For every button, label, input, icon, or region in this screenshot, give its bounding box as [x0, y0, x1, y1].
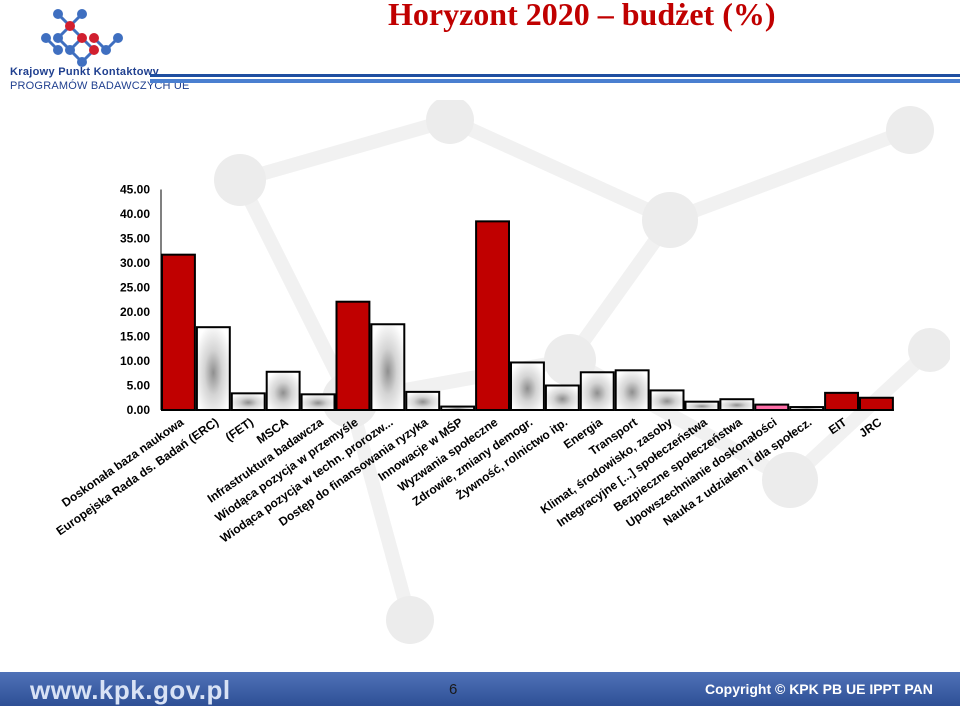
y-tick-label: 40.00	[120, 207, 150, 221]
y-tick-label: 20.00	[120, 305, 150, 319]
y-tick-label: 10.00	[120, 354, 150, 368]
molecule-network-icon	[41, 9, 123, 67]
footer-bar: www.kpk.gov.pl 6 Copyright © KPK PB UE I…	[0, 672, 960, 706]
bar	[859, 396, 894, 411]
bar	[684, 400, 720, 412]
page-number: 6	[449, 681, 458, 698]
bar	[195, 326, 231, 411]
y-tick-label: 25.00	[120, 281, 150, 295]
bar	[649, 389, 685, 411]
y-tick-label: 0.00	[127, 403, 151, 417]
bar	[370, 323, 406, 411]
copyright-text: Copyright © KPK PB UE IPPT PAN	[705, 681, 933, 697]
category-label: JRC	[856, 415, 884, 440]
bar	[265, 370, 301, 411]
bar	[719, 398, 755, 412]
category-label: (FET)	[223, 415, 256, 444]
bar	[614, 369, 650, 411]
y-tick-label: 30.00	[120, 256, 150, 270]
bar	[335, 300, 371, 411]
bar	[579, 371, 615, 411]
bar	[300, 393, 336, 412]
bar	[230, 392, 266, 411]
site-url[interactable]: www.kpk.gov.pl	[30, 675, 231, 705]
bar	[824, 391, 859, 412]
y-tick-label: 5.00	[127, 379, 151, 393]
y-tick-label: 45.00	[120, 183, 150, 197]
bar	[405, 390, 441, 411]
page-title: Horyzont 2020 – budżet (%)	[388, 0, 776, 32]
category-label: EIT	[826, 415, 850, 438]
y-tick-label: 35.00	[120, 232, 150, 246]
logo-line2: PROGRAMÓW BADAWCZYCH UE	[10, 80, 190, 92]
y-tick-label: 15.00	[120, 330, 150, 344]
category-label: Europejska Rada ds. Badań (ERC)	[54, 415, 222, 538]
bar	[544, 384, 580, 411]
bar	[475, 220, 511, 411]
bar	[754, 403, 790, 411]
bar	[161, 253, 196, 411]
bar	[510, 361, 545, 411]
header-divider	[150, 74, 960, 84]
logo-line1: Krajowy Punkt Kontaktowy	[10, 66, 159, 78]
